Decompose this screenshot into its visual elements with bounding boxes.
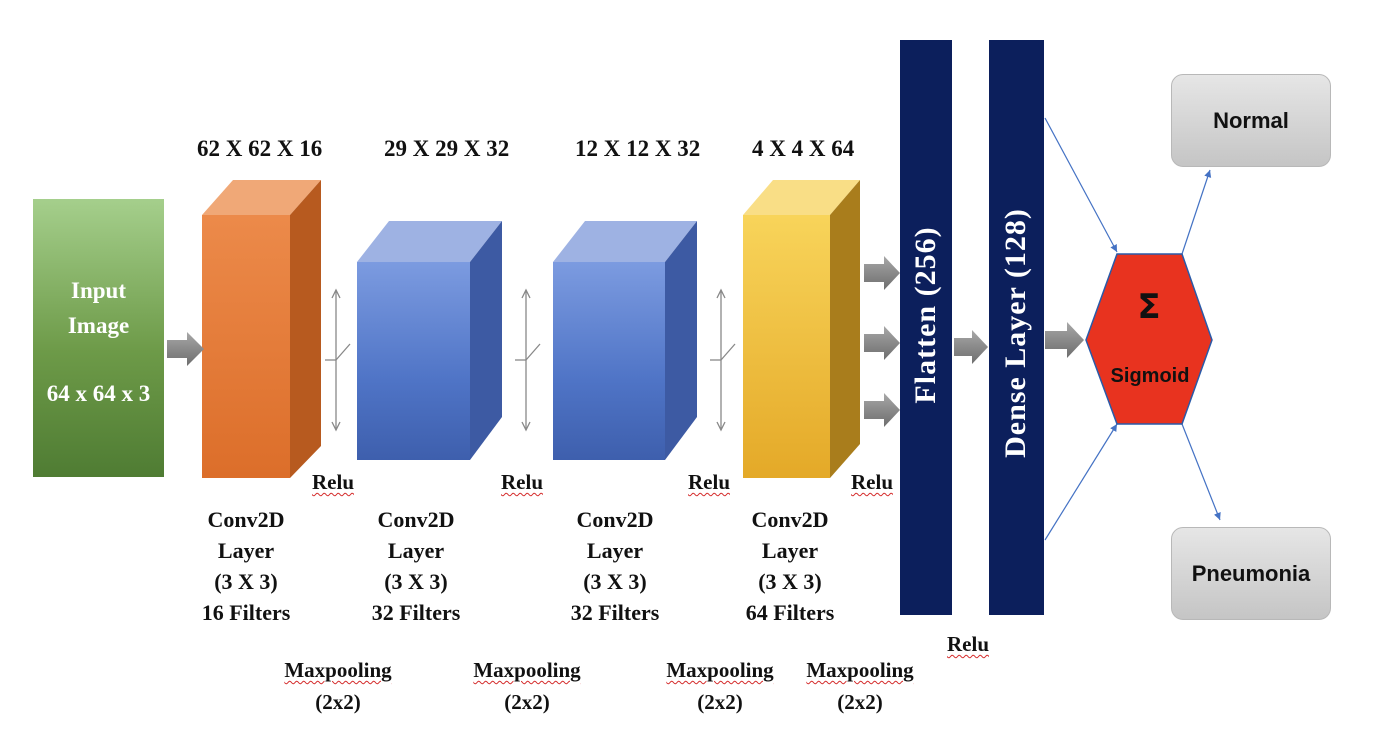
relu-glyph-2 [515, 288, 541, 432]
conv-layer-1-block [202, 180, 321, 478]
maxpool-label-1: Maxpooling (2x2) [273, 654, 403, 718]
conv1-filters: 16 Filters [201, 600, 291, 625]
relu-label-2: Relu [501, 470, 543, 494]
flow-arrow-dense-to-sigmoid [1045, 322, 1084, 358]
relu-label-1: Relu [312, 470, 354, 494]
conv4-filters: 64 Filters [745, 600, 835, 625]
maxpool-4-size: (2x2) [837, 690, 883, 714]
input-image-block [33, 199, 164, 477]
dense-layer-label: Dense Layer (128) [999, 208, 1032, 458]
connector-sigmoid-to-pneumonia [1181, 423, 1221, 521]
maxpool-label-2: Maxpooling (2x2) [462, 654, 592, 718]
maxpool-1-name: Maxpooling [284, 658, 392, 682]
flow-arrow-flatten-to-dense [954, 330, 988, 364]
flow-arrow-conv4-to-flatten-bottom [864, 393, 900, 427]
flow-arrow-conv4-to-flatten-top [864, 256, 900, 290]
conv-layer-3-block [553, 221, 697, 460]
conv4-description: Conv2D Layer (3 X 3) 64 Filters [715, 504, 865, 628]
relu-label-5: Relu [947, 632, 989, 656]
output-pneumonia: Pneumonia [1171, 527, 1331, 620]
connector-dense-to-sigmoid-top [1044, 117, 1118, 253]
conv2-sub: Layer [387, 538, 445, 563]
flatten-layer-bar [900, 40, 952, 615]
conv3-description: Conv2D Layer (3 X 3) 32 Filters [540, 504, 690, 628]
maxpool-label-3: Maxpooling (2x2) [655, 654, 785, 718]
output-normal: Normal [1171, 74, 1331, 167]
conv1-name: Conv2D [207, 507, 285, 532]
connector-sigmoid-to-normal [1181, 169, 1212, 255]
maxpool-2-name: Maxpooling [473, 658, 581, 682]
conv1-sub: Layer [217, 538, 275, 563]
conv3-kernel: (3 X 3) [583, 569, 647, 594]
conv3-filters: 32 Filters [570, 600, 660, 625]
conv2-filters: 32 Filters [371, 600, 461, 625]
conv3-sub: Layer [586, 538, 644, 563]
flow-arrow-conv4-to-flatten-mid [864, 326, 900, 360]
maxpool-3-name: Maxpooling [666, 658, 774, 682]
maxpool-1-size: (2x2) [315, 690, 361, 714]
conv2-kernel: (3 X 3) [384, 569, 448, 594]
conv1-description: Conv2D Layer (3 X 3) 16 Filters [171, 504, 321, 628]
maxpool-2-size: (2x2) [504, 690, 550, 714]
conv2-name: Conv2D [377, 507, 455, 532]
relu-glyph-1 [325, 288, 351, 432]
sigmoid-label: Sigmoid [1110, 365, 1190, 387]
input-label-line1: Input [71, 278, 126, 303]
maxpool-3-size: (2x2) [697, 690, 743, 714]
sigmoid-hexagon [1085, 253, 1213, 425]
conv-layer-2-block [357, 221, 502, 460]
maxpool-4-name: Maxpooling [806, 658, 914, 682]
relu-label-4: Relu [851, 470, 893, 494]
conv1-kernel: (3 X 3) [214, 569, 278, 594]
relu-label-3: Relu [688, 470, 730, 494]
input-label-line2: Image [67, 313, 130, 338]
sigma-symbol: Σ [1137, 287, 1161, 327]
conv2-dims: 29 X 29 X 32 [384, 136, 510, 161]
relu-glyph-3 [710, 288, 736, 432]
conv4-name: Conv2D [751, 507, 829, 532]
conv4-dims: 4 X 4 X 64 [752, 136, 855, 161]
conv3-name: Conv2D [576, 507, 654, 532]
flow-arrow-input-to-conv1 [167, 332, 204, 366]
conv3-dims: 12 X 12 X 32 [575, 136, 701, 161]
maxpool-label-4: Maxpooling (2x2) [795, 654, 925, 718]
conv1-dims: 62 X 62 X 16 [197, 136, 323, 161]
flatten-layer-label: Flatten (256) [909, 226, 942, 404]
conv4-kernel: (3 X 3) [758, 569, 822, 594]
connector-dense-to-sigmoid-bottom [1044, 423, 1118, 541]
conv4-sub: Layer [761, 538, 819, 563]
conv2-description: Conv2D Layer (3 X 3) 32 Filters [341, 504, 491, 628]
dense-layer-bar [989, 40, 1044, 615]
input-size-label: 64 x 64 x 3 [46, 381, 151, 406]
conv-layer-4-block [743, 180, 860, 478]
